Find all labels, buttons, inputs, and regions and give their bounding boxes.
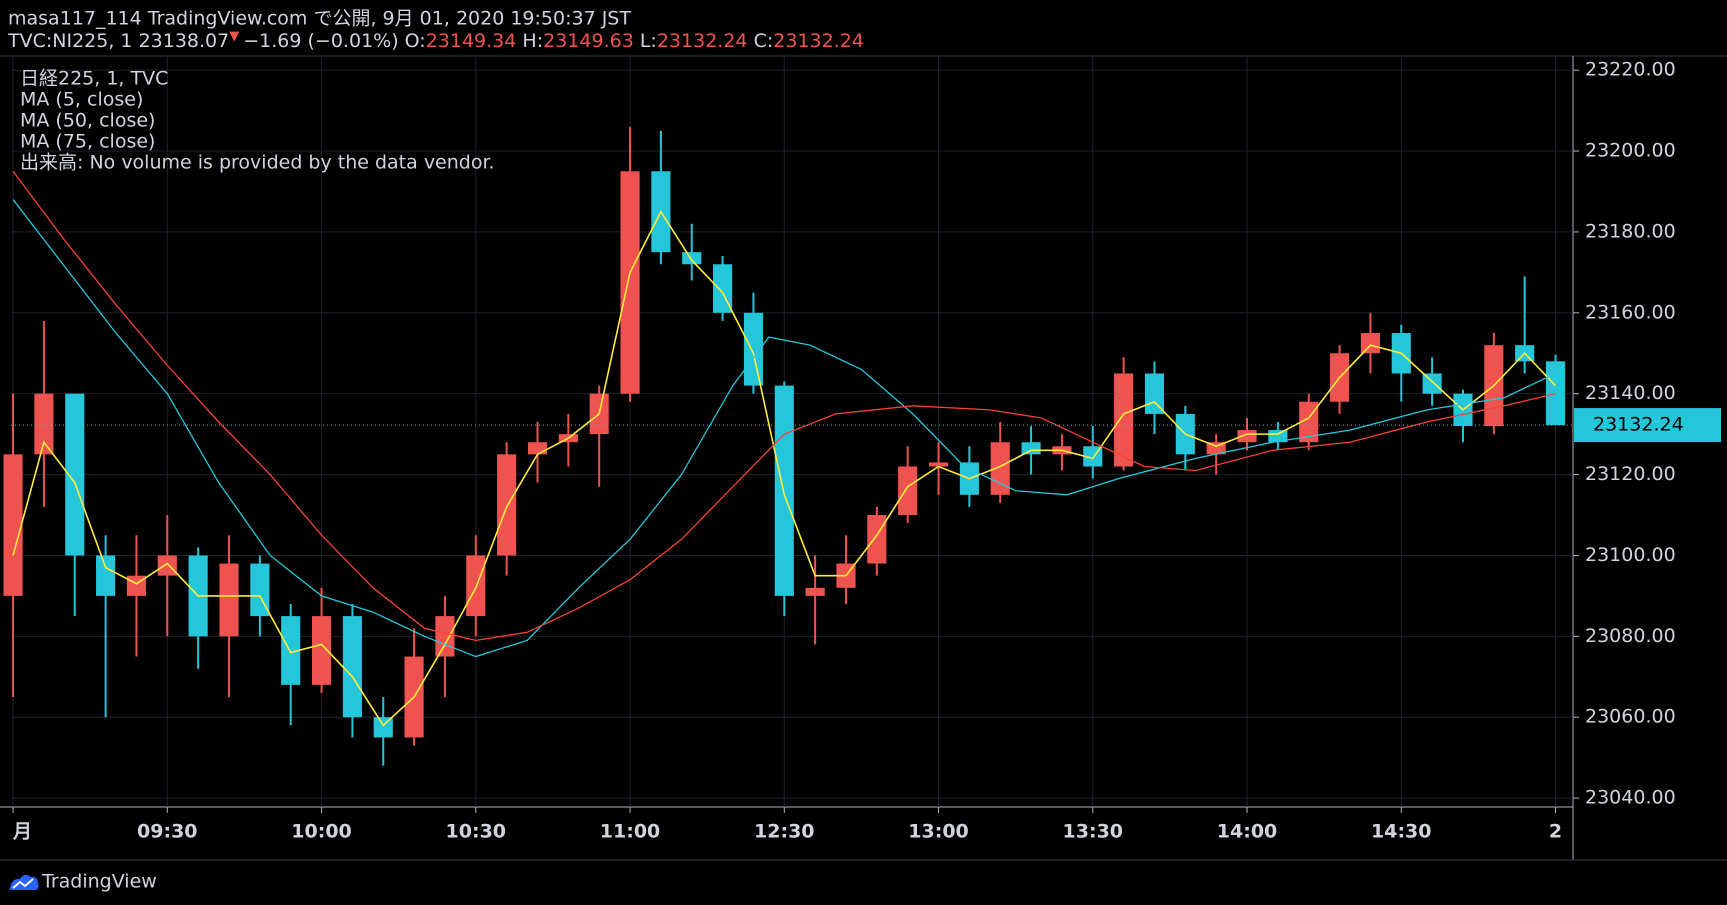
last-price-label: 23132.24 [1593, 414, 1684, 436]
x-tick-label: 09:30 [137, 821, 197, 843]
candle-body [805, 587, 825, 596]
ma-line [12, 199, 1556, 658]
ohlc-label: C: [754, 30, 774, 52]
ohlc-value: 23132.24 [657, 30, 748, 52]
legend: 日経225, 1, TVC MA (5, close) MA (50, clos… [20, 68, 495, 174]
x-tick-label: 13:30 [1063, 821, 1123, 843]
y-tick-label: 23180.00 [1585, 220, 1676, 242]
x-tick-label: 11:00 [600, 821, 660, 843]
candle-body [774, 385, 794, 596]
candle-body [1360, 333, 1380, 354]
legend-symbol: 日経225, 1, TVC [20, 68, 168, 90]
ohlc-label: H: [522, 30, 543, 52]
x-tick-label: 10:00 [291, 821, 351, 843]
x-tick-label: 10:30 [446, 821, 506, 843]
ohlc-label: O: [405, 30, 426, 52]
candle-body [311, 616, 332, 685]
y-tick-label: 23080.00 [1585, 625, 1676, 647]
volume-note: 出来高: No volume is provided by the data v… [20, 152, 495, 174]
ma-line [12, 210, 1557, 727]
candle-body [1206, 442, 1226, 455]
candle-body [527, 442, 548, 455]
brand: TradingView [41, 871, 157, 893]
candle-body [435, 616, 455, 657]
legend-entry[interactable]: MA (75, close) [20, 131, 155, 153]
candle-body [342, 616, 362, 718]
candle-body [1237, 430, 1257, 443]
y-tick-label: 23100.00 [1585, 544, 1676, 566]
y-tick-label: 23060.00 [1585, 706, 1676, 728]
publisher-line: masa117_114 TradingView.com で公開, 9月 01, … [8, 8, 631, 30]
x-tick-label: 13:00 [908, 821, 968, 843]
last-price: 23138.07 [139, 30, 230, 52]
y-tick-label: 23120.00 [1585, 463, 1676, 485]
x-tick-label: 12:30 [754, 821, 814, 843]
candle-body [743, 312, 764, 386]
x-tick-label: 月 [12, 821, 32, 843]
x-tick-label: 2 [1549, 821, 1562, 843]
tradingview-logo: TradingView [9, 871, 157, 893]
candle-body [1422, 373, 1442, 394]
y-tick-label: 23200.00 [1585, 140, 1676, 162]
candle-body [96, 555, 116, 596]
last-price-box [1574, 408, 1721, 443]
legend-entry[interactable]: MA (50, close) [20, 110, 155, 132]
candle-body [373, 717, 393, 738]
plot-area [3, 56, 1573, 807]
x-tick-label: 14:00 [1217, 821, 1277, 843]
candle-body [497, 454, 517, 556]
symbol: TVC:NI225, 1 [7, 30, 133, 52]
candle-body [1545, 361, 1566, 426]
y-tick-label: 23040.00 [1585, 787, 1676, 809]
ohlc-value: 23149.34 [426, 30, 517, 52]
candle-body [620, 171, 640, 394]
candle-body [250, 563, 270, 617]
symbol-line: TVC:NI225, 1 23138.07▼ −1.69 (−0.01%) O:2… [7, 29, 864, 52]
ohlc-value: 23132.24 [773, 30, 864, 52]
candle-body [928, 462, 949, 467]
logo-cloud [9, 874, 39, 890]
change-arrow: ▼ [229, 29, 239, 44]
candle-body [898, 466, 918, 516]
y-tick-label: 23140.00 [1585, 382, 1676, 404]
x-tick-label: 14:30 [1371, 821, 1431, 843]
candle-body [65, 393, 85, 556]
ohlc-value: 23149.63 [543, 30, 634, 52]
candle-body [157, 555, 177, 576]
ohlc-label: L: [640, 30, 657, 52]
candle-body [219, 563, 239, 637]
candle-body [1021, 442, 1041, 455]
ma-line [12, 170, 1556, 642]
candle-body [867, 515, 887, 564]
candle-body [34, 393, 54, 455]
candle-body [1114, 373, 1134, 467]
y-tick-label: 23220.00 [1585, 59, 1676, 81]
candle-body [3, 454, 23, 596]
legend-entry[interactable]: MA (5, close) [20, 89, 143, 111]
y-tick-label: 23160.00 [1585, 301, 1676, 323]
change: −1.69 (−0.01%) [243, 30, 398, 52]
candle-body [1268, 430, 1288, 443]
logo-line [12, 878, 34, 889]
candle-body [281, 616, 301, 685]
candle-body [682, 252, 702, 265]
